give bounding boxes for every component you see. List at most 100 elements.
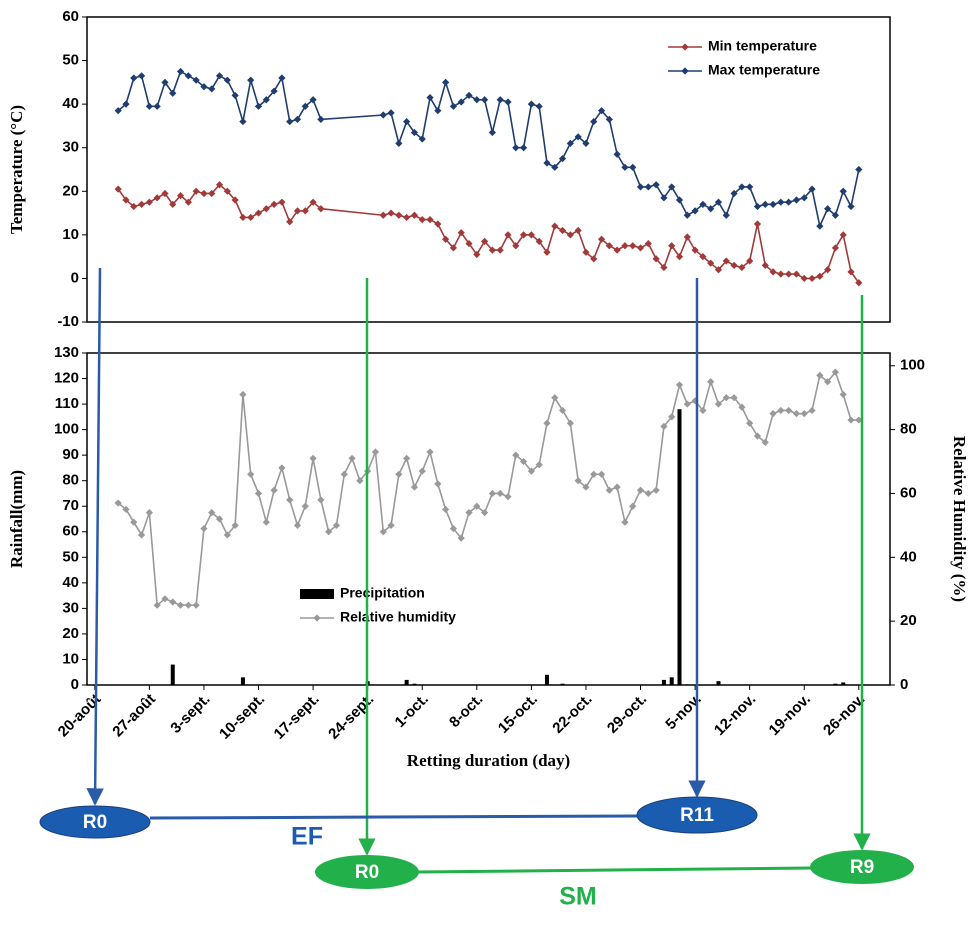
data-point	[434, 107, 442, 115]
bar	[170, 664, 175, 685]
y-tick-label: 0	[71, 676, 79, 693]
data-point	[137, 72, 146, 80]
x-tick-label: 19-nov.	[766, 691, 814, 739]
bar	[661, 679, 666, 685]
data-point	[215, 515, 224, 523]
data-point	[746, 183, 754, 191]
data-point	[699, 253, 707, 261]
data-point	[488, 128, 496, 137]
x-tick-label: 10-sept.	[216, 691, 268, 743]
arrow	[86, 267, 104, 806]
data-point	[597, 235, 606, 243]
data-point	[629, 242, 637, 250]
data-point	[668, 183, 676, 191]
y2-tick-label: 0	[900, 676, 908, 693]
data-point	[340, 470, 348, 478]
edge-label: EF	[291, 823, 323, 851]
data-point	[590, 470, 598, 478]
y-tick-label: 50	[62, 548, 79, 565]
data-point	[145, 102, 153, 110]
data-point	[691, 207, 699, 215]
data-point	[153, 194, 161, 202]
data-point	[496, 246, 504, 254]
data-point	[130, 202, 138, 211]
data-point	[262, 96, 270, 104]
data-point	[738, 263, 746, 272]
data-point	[215, 181, 224, 189]
data-point	[535, 102, 543, 110]
data-point	[239, 117, 247, 126]
data-point	[488, 246, 496, 254]
x-tick-label: 29-oct.	[604, 691, 650, 737]
data-point	[839, 231, 847, 239]
data-point	[465, 91, 473, 100]
data-point	[223, 76, 231, 84]
data-point	[332, 521, 341, 529]
data-point	[746, 257, 754, 265]
data-point	[730, 261, 738, 269]
data-point	[278, 464, 286, 472]
data-point	[403, 213, 411, 222]
data-point	[247, 76, 255, 84]
x-axis-title: Retting duration (day)	[407, 751, 570, 770]
data-point	[683, 211, 691, 219]
data-point	[636, 486, 645, 494]
y2-axis-title: Relative Humidity (%)	[950, 436, 969, 602]
data-point	[223, 531, 231, 539]
x-tick-label: 3-sept.	[167, 691, 213, 737]
legend-label: Relative humidity	[340, 609, 456, 625]
data-point	[644, 183, 652, 191]
data-point	[371, 448, 380, 456]
data-point	[699, 406, 707, 415]
data-point	[145, 509, 153, 517]
bar	[841, 682, 846, 685]
data-point	[535, 461, 543, 469]
data-point	[707, 259, 715, 267]
data-point	[519, 457, 528, 466]
data-point	[582, 248, 590, 256]
data-point	[831, 368, 840, 376]
data-point	[847, 416, 855, 424]
data-point	[457, 229, 465, 237]
data-point	[278, 74, 286, 82]
data-point	[231, 91, 239, 100]
y-tick-label: 60	[62, 523, 79, 540]
legend-swatch	[681, 43, 689, 51]
data-point	[161, 78, 169, 86]
data-point	[418, 467, 426, 475]
y2-tick-label: 100	[900, 357, 925, 374]
data-point	[675, 196, 684, 204]
data-point	[613, 150, 621, 158]
data-point	[543, 248, 551, 256]
data-point	[785, 270, 793, 278]
data-point	[785, 406, 793, 415]
data-point	[753, 220, 762, 228]
x-tick-label: 12-nov.	[711, 691, 759, 739]
data-point	[847, 202, 855, 211]
data-point	[652, 486, 660, 494]
data-point	[176, 192, 185, 200]
y-tick-label: 20	[62, 182, 79, 199]
y-tick-label: 20	[62, 625, 79, 642]
data-point	[621, 163, 629, 171]
y-tick-label: 40	[62, 95, 79, 112]
data-point	[449, 524, 458, 533]
data-point	[215, 72, 224, 80]
data-point	[481, 237, 489, 245]
diagram: R0 R11 R0 R9 EF SM	[39, 267, 914, 911]
data-point	[824, 266, 832, 274]
data-point	[660, 263, 668, 272]
node-shape	[636, 796, 758, 834]
data-point	[200, 83, 208, 91]
x-tick-label: 24-sept.	[325, 691, 377, 743]
data-point	[262, 518, 270, 526]
data-point	[777, 198, 785, 206]
bar	[560, 683, 565, 685]
data-point	[855, 165, 863, 174]
data-point	[660, 194, 668, 202]
data-point	[410, 483, 419, 491]
data-line	[117, 183, 860, 284]
data-point	[192, 187, 200, 195]
data-point	[582, 139, 590, 147]
bar	[404, 679, 409, 685]
